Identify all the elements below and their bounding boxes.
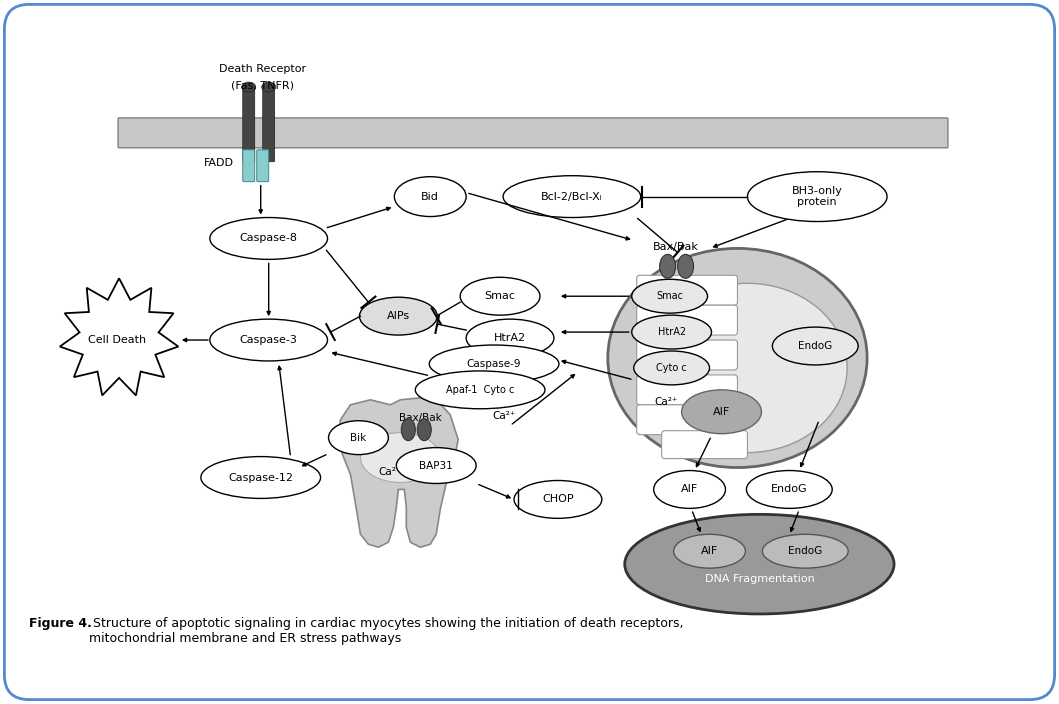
Text: CHOP: CHOP	[542, 494, 574, 505]
Text: AIF: AIF	[713, 407, 730, 417]
Ellipse shape	[514, 481, 602, 518]
Ellipse shape	[415, 371, 545, 409]
FancyBboxPatch shape	[636, 375, 737, 405]
FancyBboxPatch shape	[256, 150, 269, 182]
Text: Ca²⁺: Ca²⁺	[492, 410, 516, 421]
Ellipse shape	[503, 176, 641, 218]
Text: AIF: AIF	[701, 546, 718, 556]
Text: HtrA2: HtrA2	[658, 327, 685, 337]
Ellipse shape	[417, 419, 431, 441]
Text: Cyto c: Cyto c	[657, 363, 687, 373]
Text: EndoG: EndoG	[798, 341, 832, 351]
Text: Ca²⁺: Ca²⁺	[379, 467, 402, 477]
Text: Bax/Bak: Bax/Bak	[652, 242, 699, 253]
Text: AIF: AIF	[681, 484, 698, 494]
Text: EndoG: EndoG	[788, 546, 823, 556]
Ellipse shape	[633, 351, 710, 385]
Text: Apaf-1  Cyto c: Apaf-1 Cyto c	[446, 385, 515, 395]
Text: Bik: Bik	[351, 433, 366, 443]
FancyBboxPatch shape	[636, 275, 737, 306]
Ellipse shape	[394, 177, 466, 217]
FancyBboxPatch shape	[243, 88, 255, 162]
Text: Caspase-3: Caspase-3	[239, 335, 298, 345]
FancyBboxPatch shape	[636, 306, 737, 335]
Ellipse shape	[762, 534, 848, 568]
FancyBboxPatch shape	[636, 405, 737, 434]
Text: Caspase-9: Caspase-9	[467, 359, 521, 369]
Text: FADD: FADD	[203, 158, 234, 168]
Text: Caspase-8: Caspase-8	[239, 234, 298, 244]
Ellipse shape	[328, 421, 389, 455]
Ellipse shape	[360, 433, 441, 482]
Ellipse shape	[632, 315, 712, 349]
Text: Death Receptor: Death Receptor	[219, 64, 306, 74]
Ellipse shape	[678, 254, 694, 278]
Ellipse shape	[608, 249, 867, 467]
Polygon shape	[339, 398, 459, 547]
Ellipse shape	[660, 254, 676, 278]
Text: Smac: Smac	[485, 291, 516, 301]
Ellipse shape	[359, 297, 437, 335]
FancyBboxPatch shape	[662, 431, 748, 458]
Text: BH3-only
protein: BH3-only protein	[792, 186, 843, 208]
Ellipse shape	[396, 448, 477, 484]
Ellipse shape	[748, 172, 887, 222]
Text: Structure of apoptotic signaling in cardiac myocytes showing the initiation of d: Structure of apoptotic signaling in card…	[89, 617, 684, 645]
Text: Smac: Smac	[657, 291, 683, 301]
Text: EndoG: EndoG	[771, 484, 808, 494]
Text: HtrA2: HtrA2	[493, 333, 526, 343]
Ellipse shape	[682, 390, 761, 434]
Ellipse shape	[241, 82, 255, 92]
Text: (Fas, TNFR): (Fas, TNFR)	[231, 80, 294, 90]
Polygon shape	[60, 278, 178, 396]
Ellipse shape	[201, 457, 321, 498]
Ellipse shape	[653, 470, 725, 508]
Ellipse shape	[210, 319, 327, 361]
FancyBboxPatch shape	[636, 340, 737, 370]
Text: Figure 4.: Figure 4.	[30, 617, 92, 630]
Ellipse shape	[772, 327, 858, 365]
FancyBboxPatch shape	[119, 118, 948, 148]
Text: Caspase-12: Caspase-12	[228, 472, 293, 482]
Text: DNA Fragmentation: DNA Fragmentation	[704, 574, 814, 584]
Ellipse shape	[262, 82, 275, 92]
Text: Cell Death: Cell Death	[88, 335, 146, 345]
Text: Bcl-2/Bcl-Xₗ: Bcl-2/Bcl-Xₗ	[541, 191, 603, 201]
Text: Ca²⁺: Ca²⁺	[654, 397, 678, 407]
Ellipse shape	[625, 515, 894, 614]
Ellipse shape	[466, 319, 554, 357]
Ellipse shape	[674, 534, 746, 568]
Ellipse shape	[461, 277, 540, 315]
Text: BAP31: BAP31	[419, 460, 453, 470]
Ellipse shape	[429, 345, 559, 383]
Text: Bid: Bid	[421, 191, 439, 201]
Ellipse shape	[632, 279, 707, 313]
Ellipse shape	[648, 283, 847, 453]
Ellipse shape	[210, 218, 327, 259]
Text: Bax/Bak: Bax/Bak	[399, 413, 442, 422]
FancyBboxPatch shape	[243, 150, 255, 182]
FancyBboxPatch shape	[263, 88, 274, 162]
Ellipse shape	[401, 419, 415, 441]
Text: AIPs: AIPs	[387, 311, 410, 321]
FancyBboxPatch shape	[4, 4, 1055, 700]
Ellipse shape	[747, 470, 832, 508]
